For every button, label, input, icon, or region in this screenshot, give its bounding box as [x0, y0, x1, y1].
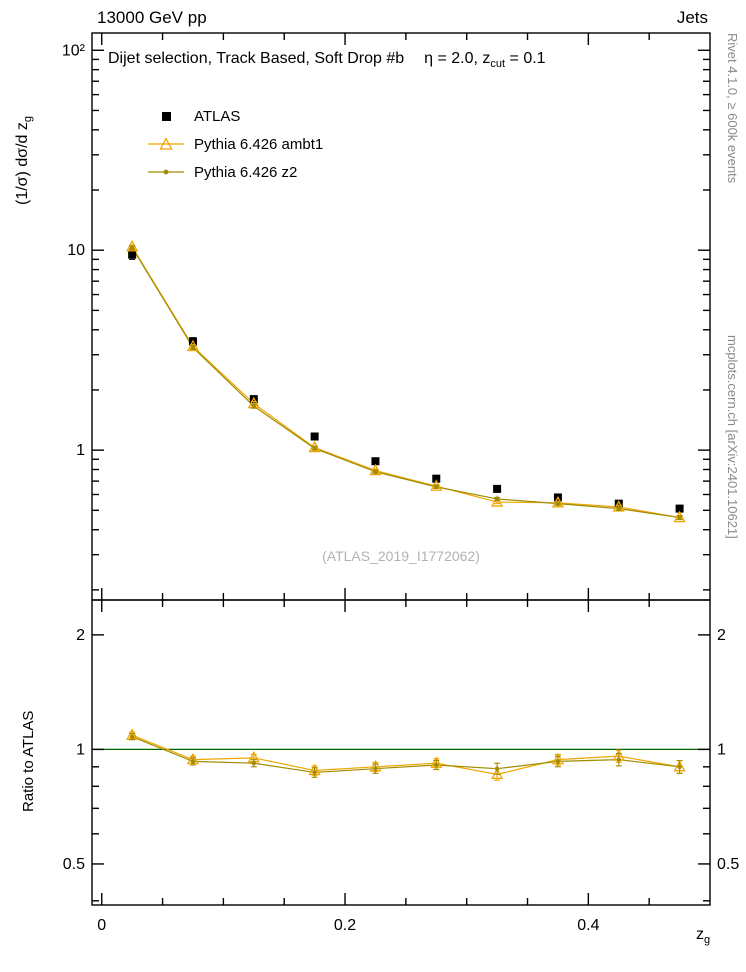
svg-text:0.4: 0.4 — [577, 917, 599, 934]
selection-text: Dijet selection, Track Based, Soft Drop … — [108, 50, 405, 67]
svg-text:0: 0 — [97, 917, 106, 934]
svg-text:1: 1 — [76, 442, 85, 459]
analysis-watermark: (ATLAS_2019_I1772062) — [322, 548, 480, 564]
x-axis-label: zg — [696, 926, 710, 946]
rivet-version-note: Rivet 4.1.0, ≥ 600k events — [725, 33, 740, 184]
legend: ATLAS Pythia 6.426 ambt1 Pythia 6.426 z2 — [148, 102, 323, 186]
eta-cut-text: η = 2.0, z — [424, 50, 491, 67]
zcut-value: = 0.1 — [505, 50, 546, 67]
ambt1-triangle-marker-icon — [148, 137, 184, 150]
z2-dot-marker-icon — [148, 169, 184, 175]
svg-text:1: 1 — [76, 741, 85, 758]
svg-text:2: 2 — [717, 627, 726, 644]
svg-text:1: 1 — [717, 741, 726, 758]
zcut-subscript: cut — [490, 58, 506, 71]
title-beam: 13000 GeV pp — [97, 8, 207, 27]
legend-item-z2: Pythia 6.426 z2 — [148, 158, 323, 186]
y-axis-label-ratio: Ratio to ATLAS — [20, 710, 37, 812]
y-axis-label-main-sub: g — [22, 115, 35, 123]
x-axis-label-sub: g — [704, 934, 711, 947]
title-process: Jets — [676, 8, 708, 27]
svg-text:0.2: 0.2 — [334, 917, 356, 934]
legend-label-z2: Pythia 6.426 z2 — [194, 163, 298, 181]
y-axis-label-main: (1/σ) dσ/d zg — [14, 116, 34, 205]
svg-text:0.5: 0.5 — [63, 856, 85, 873]
svg-text:2: 2 — [76, 627, 85, 644]
svg-text:10: 10 — [67, 242, 85, 259]
legend-item-ambt1: Pythia 6.426 ambt1 — [148, 130, 323, 158]
legend-label-ambt1: Pythia 6.426 ambt1 — [194, 135, 324, 153]
x-axis-label-text: z — [696, 926, 704, 943]
mcplots-arxiv-note: mcplots.cern.ch [arXiv:2401.10621] — [725, 335, 740, 539]
y-axis-label-main-text: (1/σ) dσ/d z — [14, 122, 31, 205]
legend-label-atlas: ATLAS — [194, 107, 241, 125]
svg-text:10²: 10² — [62, 42, 86, 59]
selection-annotation: Dijet selection, Track Based, Soft Drop … — [108, 50, 546, 70]
svg-text:0.5: 0.5 — [717, 856, 739, 873]
legend-item-atlas: ATLAS — [148, 102, 323, 130]
atlas-square-marker-icon — [162, 112, 171, 121]
